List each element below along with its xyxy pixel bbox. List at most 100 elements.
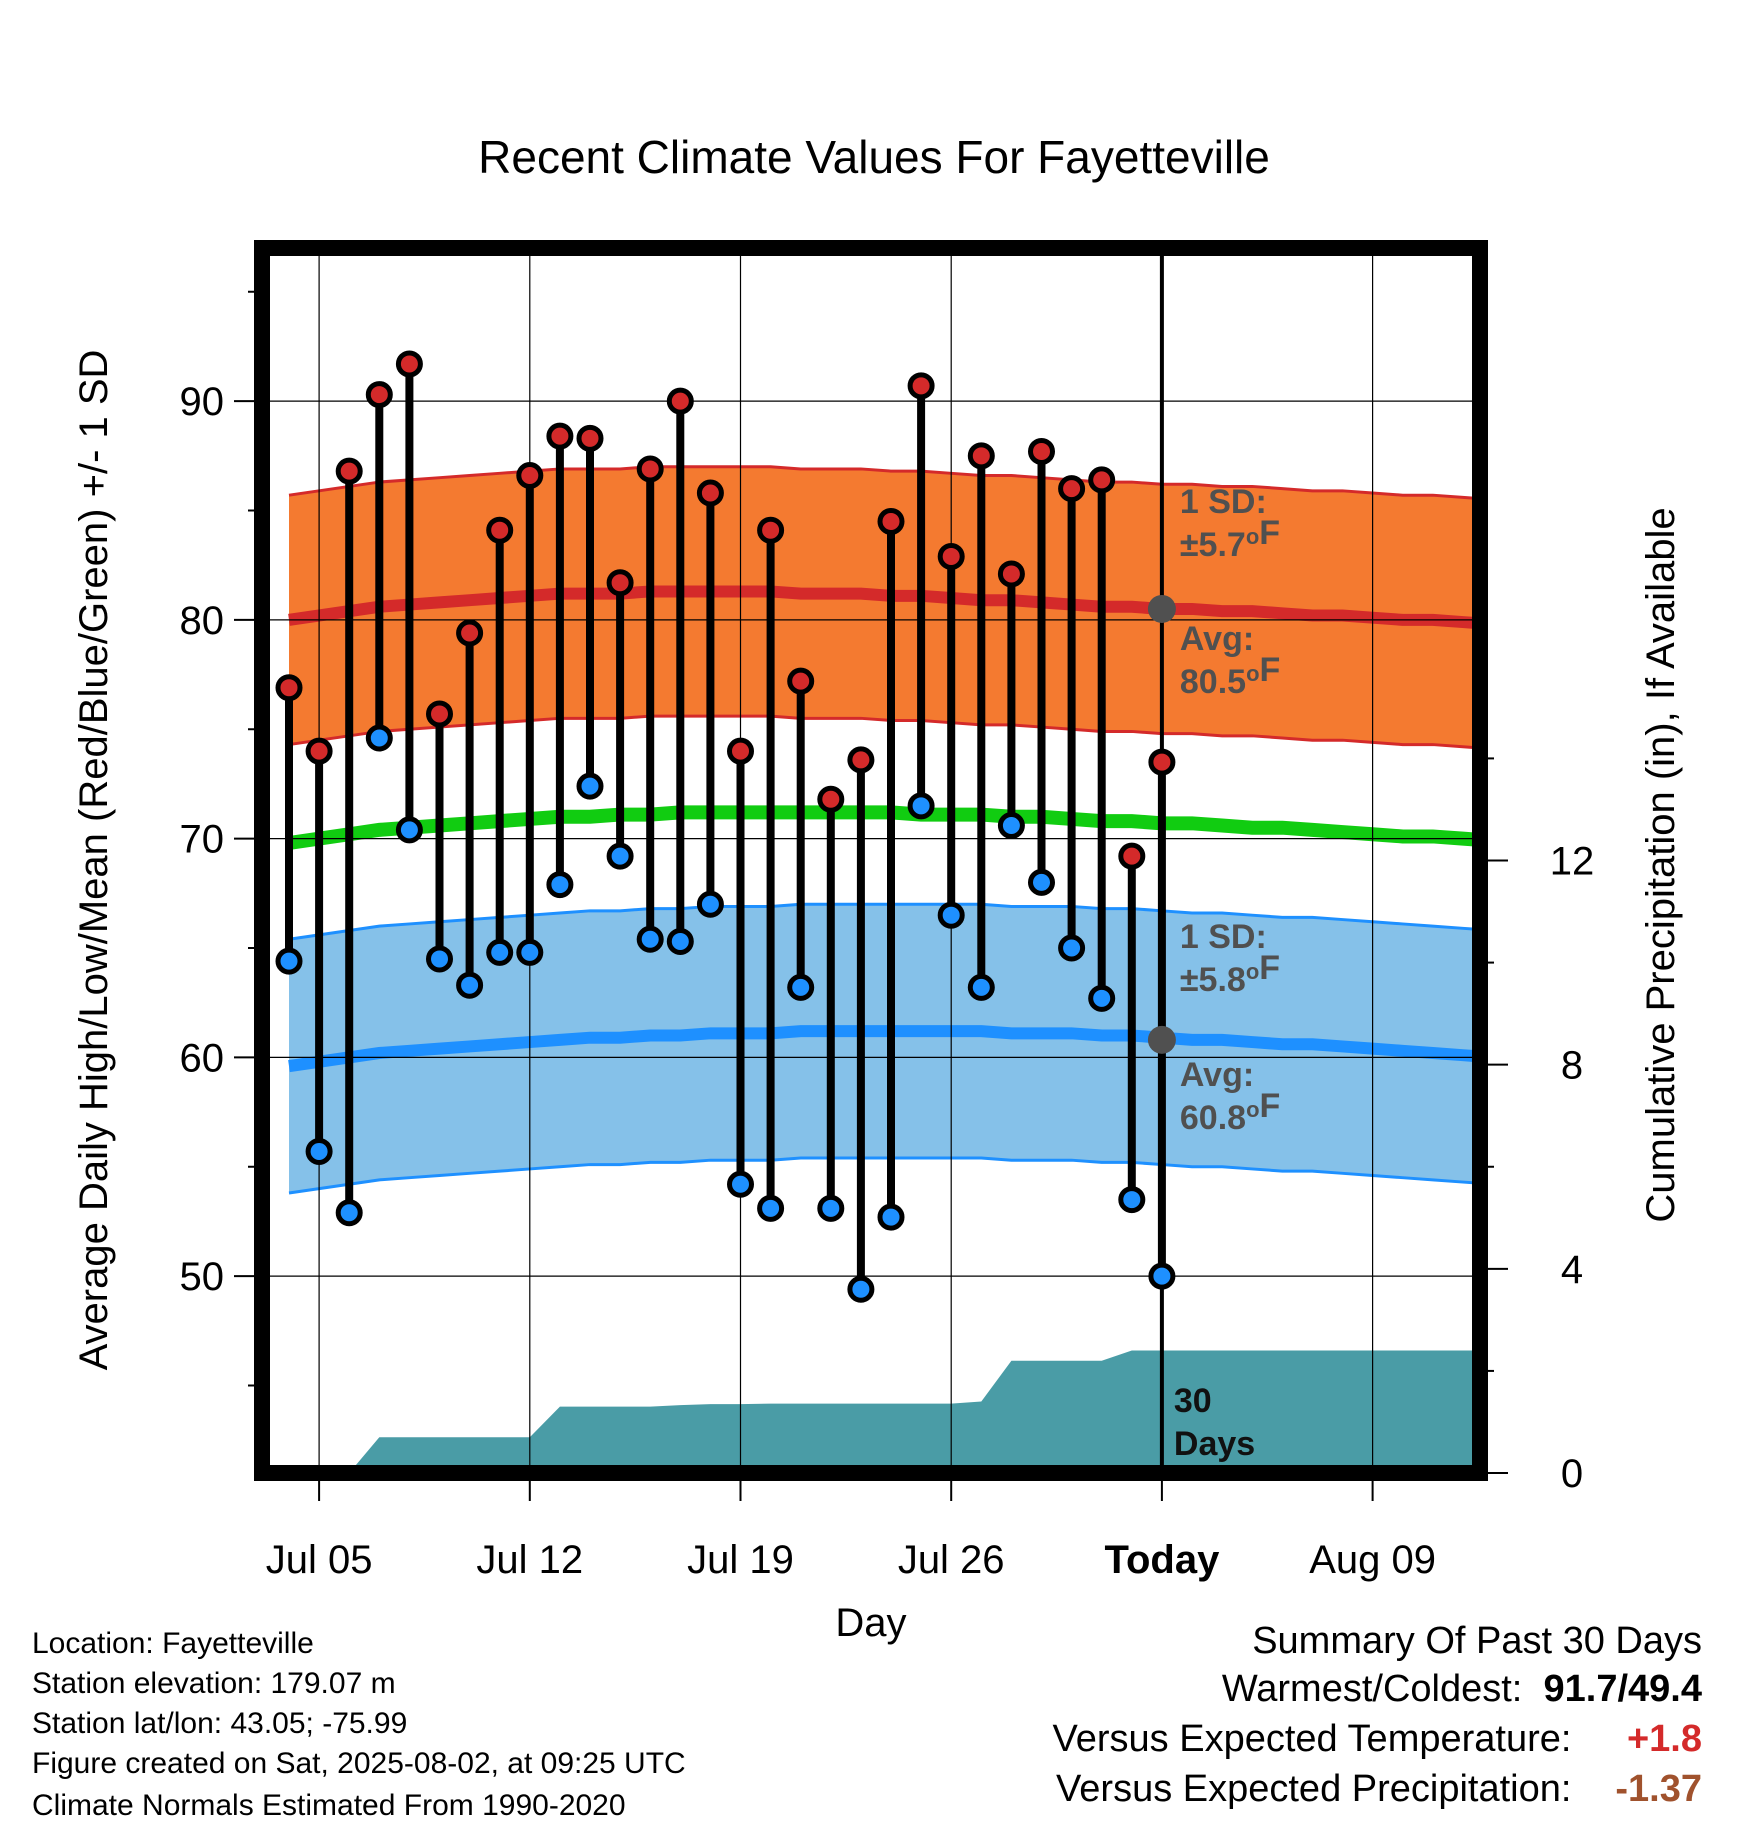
daily-high-point xyxy=(1088,466,1116,494)
y-tick-label: 60 xyxy=(180,1036,225,1080)
x-tick-label: Jul 19 xyxy=(687,1538,794,1582)
precip-anomaly-label: Versus Expected Precipitation: xyxy=(1056,1768,1572,1810)
daily-high-point xyxy=(305,737,333,765)
summary-precipitation: Versus Expected Precipitation: -1.37 xyxy=(1056,1768,1702,1811)
daily-low-point xyxy=(516,938,544,966)
footer-elevation: Station elevation: 179.07 m xyxy=(32,1667,396,1700)
daily-low-point xyxy=(1058,934,1086,962)
daily-high-point xyxy=(817,785,845,813)
low-sd-label: 1 SD: xyxy=(1180,918,1267,956)
high-avg-label: Avg: xyxy=(1180,620,1254,658)
high-sd-upper-edge xyxy=(288,465,1480,501)
daily-low-point xyxy=(576,772,604,800)
warmest-coldest-label: Warmest/Coldest: xyxy=(1221,1668,1523,1710)
daily-low-point xyxy=(1148,1262,1176,1290)
daily-high-point xyxy=(847,746,875,774)
daily-low-point xyxy=(937,901,965,929)
daily-high-point xyxy=(696,479,724,507)
daily-low-point xyxy=(727,1170,754,1198)
today-low-avg-point xyxy=(1147,1025,1176,1054)
daily-low-point xyxy=(335,1199,363,1227)
daily-low-point xyxy=(847,1275,875,1303)
period-label-line2: Days xyxy=(1174,1425,1255,1463)
today-high-avg-point xyxy=(1147,594,1176,623)
daily-low-point xyxy=(636,925,664,953)
x-tick-label: Jul 05 xyxy=(266,1538,373,1582)
coldest-value: 49.4 xyxy=(1628,1668,1702,1710)
daily-high-point xyxy=(1028,437,1055,465)
daily-high-point xyxy=(967,442,995,470)
temp-anomaly-label: Versus Expected Temperature: xyxy=(1052,1718,1572,1760)
footer-created: Figure created on Sat, 2025-08-02, at 09… xyxy=(32,1747,686,1780)
daily-high-point xyxy=(787,667,815,695)
daily-low-point xyxy=(907,792,935,820)
daily-high-point xyxy=(1058,475,1086,503)
y2-tick-label: 4 xyxy=(1561,1248,1583,1292)
daily-low-point xyxy=(696,890,724,918)
precipitation-area xyxy=(289,1350,1480,1473)
daily-low-point xyxy=(967,973,995,1001)
daily-high-point xyxy=(546,422,574,450)
x-tick-label: Jul 26 xyxy=(898,1538,1005,1582)
x-axis-title: Day xyxy=(835,1601,906,1645)
daily-high-point xyxy=(516,462,544,489)
x-tick-label: Jul 12 xyxy=(476,1538,583,1582)
y2-tick-label: 12 xyxy=(1550,840,1595,884)
daily-low-point xyxy=(486,938,514,966)
daily-high-point xyxy=(997,560,1025,588)
chart-title: Recent Climate Values For Fayetteville xyxy=(478,131,1270,183)
footer-normals: Climate Normals Estimated From 1990-2020 xyxy=(32,1789,626,1822)
daily-high-point xyxy=(907,372,935,400)
daily-low-point xyxy=(606,842,634,870)
daily-high-point xyxy=(365,381,393,409)
daily-low-point xyxy=(787,973,815,1001)
daily-low-point xyxy=(456,971,484,999)
daily-low-point xyxy=(275,947,303,975)
daily-high-point xyxy=(275,674,303,702)
daily-low-point xyxy=(546,871,574,899)
y-tick-label: 70 xyxy=(180,818,225,862)
daily-low-point xyxy=(666,927,694,955)
daily-low-point xyxy=(877,1203,905,1231)
daily-high-point xyxy=(576,424,604,452)
x-tick-label: Today xyxy=(1104,1538,1220,1582)
daily-low-point xyxy=(1118,1186,1146,1214)
footer-latlon: Station lat/lon: 43.05; -75.99 xyxy=(32,1707,408,1740)
daily-high-point xyxy=(666,387,694,415)
daily-high-point xyxy=(1118,842,1146,870)
daily-low-point xyxy=(365,724,393,752)
daily-high-point xyxy=(606,569,634,597)
daily-high-point xyxy=(426,700,453,728)
daily-high-point xyxy=(456,619,484,647)
daily-low-point xyxy=(1028,868,1055,896)
summary-heading: Summary Of Past 30 Days xyxy=(1252,1620,1702,1662)
y2-axis-title: Cumulative Precipitation (in), If Availa… xyxy=(1639,507,1683,1222)
y-tick-label: 90 xyxy=(180,380,225,424)
low-sd-value: ±5.8oF xyxy=(1180,949,1280,999)
summary-warmest-coldest: Warmest/Coldest: 91.7/49.4 xyxy=(1222,1668,1702,1711)
low-avg-label: Avg: xyxy=(1180,1056,1254,1094)
slash-separator: / xyxy=(1617,1668,1629,1710)
daily-low-point xyxy=(817,1194,845,1222)
warmest-value: 91.7 xyxy=(1543,1668,1618,1710)
daily-high-point xyxy=(727,737,754,765)
daily-low-point xyxy=(305,1137,333,1165)
daily-low-point xyxy=(1088,984,1116,1012)
daily-high-point xyxy=(1148,748,1176,776)
daily-high-point xyxy=(395,350,423,378)
daily-high-point xyxy=(335,457,363,485)
daily-high-point xyxy=(757,516,785,544)
low-avg-value: 60.8oF xyxy=(1180,1087,1280,1137)
daily-low-point xyxy=(395,816,423,844)
y-axis-title: Average Daily High/Low/Mean (Red/Blue/Gr… xyxy=(72,350,116,1371)
y-tick-label: 50 xyxy=(180,1255,225,1299)
y-tick-label: 80 xyxy=(180,599,225,643)
high-sd-value: ±5.7oF xyxy=(1180,514,1280,564)
x-tick-label: Aug 09 xyxy=(1309,1538,1436,1582)
high-avg-value: 80.5oF xyxy=(1180,651,1280,701)
daily-low-point xyxy=(997,812,1025,839)
daily-high-point xyxy=(636,455,664,483)
daily-high-point xyxy=(877,507,905,535)
